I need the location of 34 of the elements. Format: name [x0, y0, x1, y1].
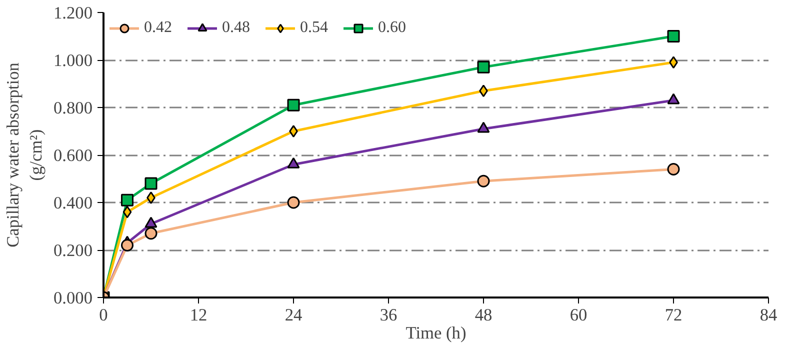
x-tick-label: 0	[99, 306, 108, 324]
point	[667, 163, 680, 176]
x-tick-label: 48	[474, 306, 492, 324]
y-tick-label: 0.200	[54, 241, 93, 260]
x-tick-label: 72	[664, 306, 682, 324]
point	[287, 196, 300, 209]
point	[144, 177, 158, 190]
point	[477, 60, 490, 74]
point	[144, 227, 158, 240]
x-tick-label: 84	[760, 306, 778, 324]
x-tick-label: 24	[284, 306, 302, 324]
point	[289, 125, 298, 138]
y-axis-title: Capillary water absorption (g/cm²)	[4, 62, 46, 248]
point	[477, 174, 490, 188]
legend-label: 0.42	[144, 19, 172, 37]
x-tick-label: 60	[570, 306, 588, 324]
y-tick-label: 0.600	[54, 146, 93, 165]
legend-label: 0.48	[222, 19, 250, 37]
point	[667, 30, 680, 42]
x-tick-label: 36	[380, 306, 398, 324]
x-axis-title: Time (h)	[406, 324, 466, 342]
point	[121, 194, 134, 206]
y-tick-label: 0.400	[54, 194, 93, 212]
legend-label: 0.54	[300, 19, 328, 37]
y-tick-label: 0.800	[54, 98, 93, 118]
y-tick-label: 1.000	[54, 51, 93, 70]
point	[121, 239, 134, 252]
y-tick-label: 1.200	[54, 4, 93, 22]
point	[122, 206, 132, 218]
point	[146, 192, 156, 204]
point	[287, 98, 300, 112]
y-tick-label: 0.000	[54, 288, 93, 308]
legend-label: 0.60	[378, 19, 406, 37]
x-tick-label: 12	[190, 306, 208, 324]
